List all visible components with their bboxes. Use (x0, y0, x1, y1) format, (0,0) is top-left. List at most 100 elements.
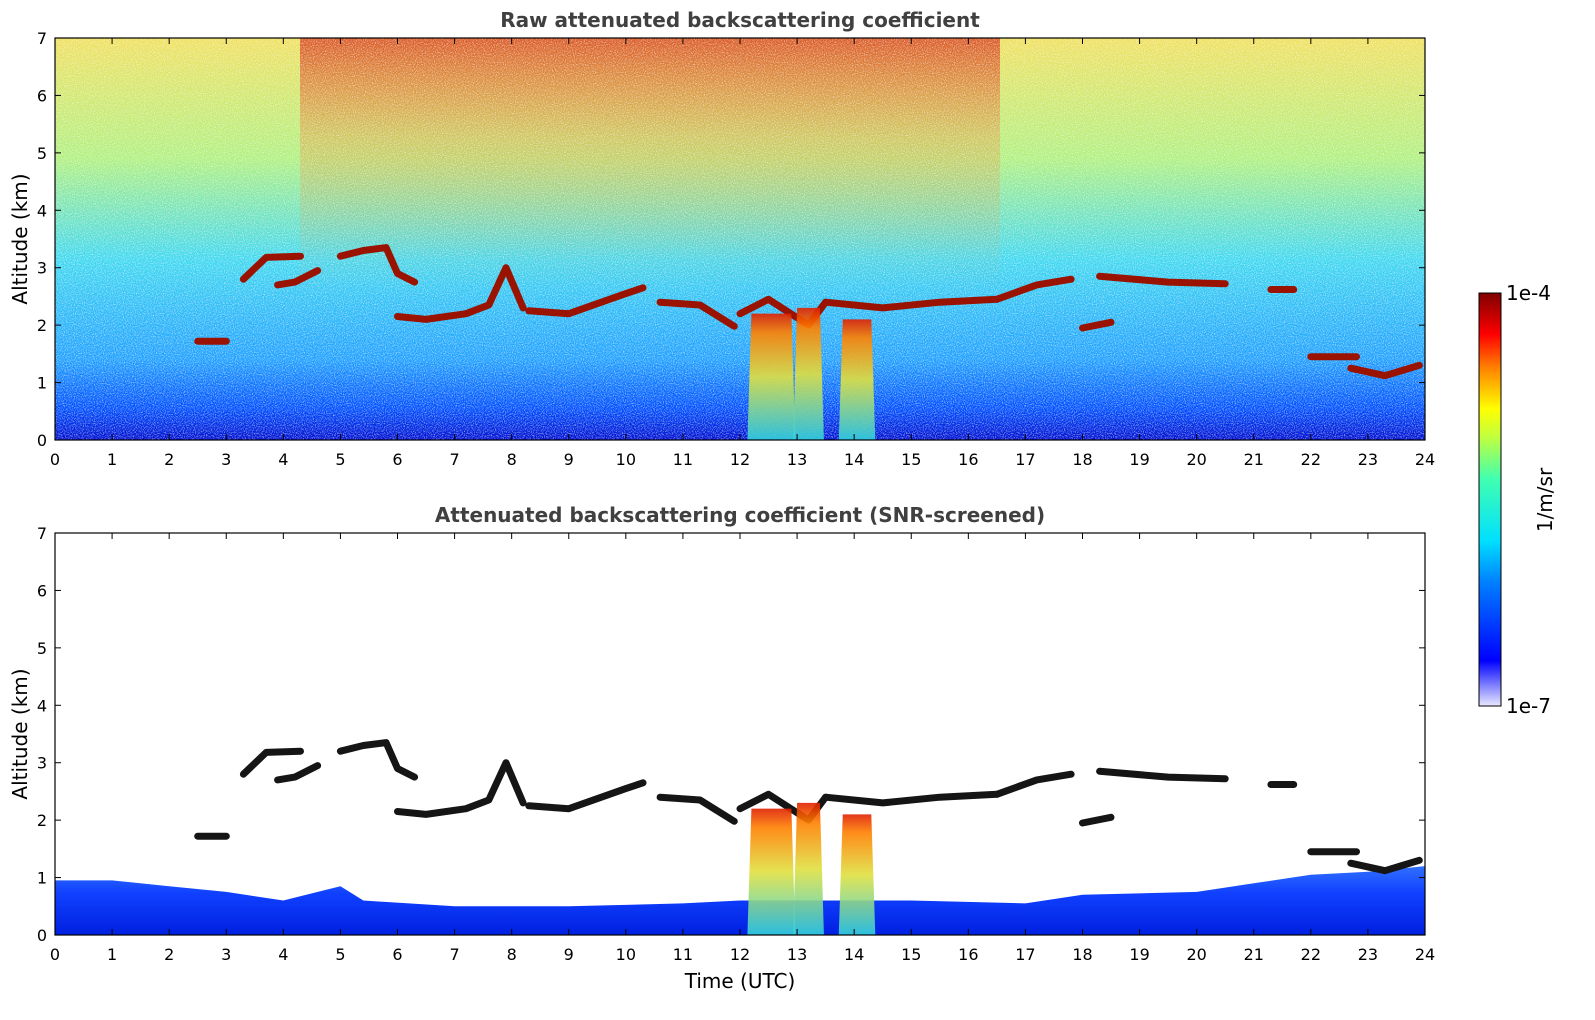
x-tick-label: 8 (507, 945, 517, 964)
precipitation-shaft (793, 802, 824, 935)
x-tick-label: 3 (221, 945, 231, 964)
colorbar-gradient (1478, 292, 1502, 707)
y-tick-label: 1 (37, 869, 47, 888)
x-tick-label: 12 (730, 450, 750, 469)
cloud-layer (525, 284, 647, 318)
x-tick-label: 21 (1244, 450, 1264, 469)
cloud-layer (822, 790, 1001, 807)
x-tick-label: 16 (958, 450, 978, 469)
x-tick-label: 6 (392, 945, 402, 964)
y-axis-label: Altitude (km) (8, 668, 32, 799)
cloud-layer (1096, 272, 1229, 288)
x-axis: 0 1 2 3 4 5 6 7 8 9 10 11 12 13 14 15 16 17 18 19 20 21 22 23 24 (50, 38, 1435, 469)
precipitation-shaft (747, 808, 796, 935)
x-tick-label: 2 (164, 945, 174, 964)
x-tick-label: 15 (901, 945, 921, 964)
cloud-layer (274, 762, 322, 784)
heatmap-background (55, 533, 1425, 935)
x-tick-label: 22 (1301, 945, 1321, 964)
x-tick-label: 17 (1015, 450, 1035, 469)
cloud-layer (394, 264, 527, 323)
heatmap-area (55, 38, 1425, 440)
cloud-layer (239, 747, 304, 778)
y-tick-label: 4 (37, 696, 47, 715)
x-tick-label: 4 (278, 450, 288, 469)
cloud-layer (336, 739, 419, 781)
x-tick-label: 9 (564, 945, 574, 964)
colorbar-unit-label: 1/m/sr (1533, 467, 1557, 532)
x-tick-label: 1 (107, 945, 117, 964)
y-tick-label: 3 (37, 259, 47, 278)
y-tick-label: 1 (37, 374, 47, 393)
y-axis: 0 1 2 3 4 5 6 7 (37, 524, 1425, 945)
cloud-layer (1347, 361, 1423, 380)
x-tick-label: 13 (787, 450, 807, 469)
cloud-layer (656, 793, 738, 825)
cloud-layer (656, 298, 738, 330)
colorbar-max-label: 1e-4 (1506, 281, 1551, 305)
y-axis: 0 1 2 3 4 5 6 7 (37, 29, 1425, 450)
chart-title: Attenuated backscattering coefficient (S… (435, 503, 1045, 527)
y-tick-label: 2 (37, 316, 47, 335)
heatmap-area (55, 533, 1425, 935)
x-tick-label: 1 (107, 450, 117, 469)
cloud-layer (1096, 767, 1229, 783)
raw-backscatter-panel: Raw attenuated backscattering coefficien… (8, 8, 1435, 469)
boundary-layer (55, 866, 1425, 935)
y-tick-label: 0 (37, 926, 47, 945)
cloud-layer (1079, 813, 1115, 827)
precipitation-shaft (793, 307, 824, 440)
x-tick-label: 10 (616, 450, 636, 469)
x-tick-label: 15 (901, 450, 921, 469)
precipitation-shafts (747, 307, 876, 440)
x-tick-label: 8 (507, 450, 517, 469)
x-tick-label: 3 (221, 450, 231, 469)
cloud-layer (822, 295, 1001, 312)
x-tick-label: 7 (449, 945, 459, 964)
y-tick-label: 7 (37, 29, 47, 48)
x-tick-label: 20 (1186, 450, 1206, 469)
x-tick-label: 18 (1072, 450, 1092, 469)
x-tick-label: 2 (164, 450, 174, 469)
y-tick-label: 6 (37, 86, 47, 105)
cloud-layer (1079, 318, 1115, 332)
x-tick-label: 9 (564, 450, 574, 469)
x-tick-label: 24 (1415, 945, 1435, 964)
y-axis-label: Altitude (km) (8, 173, 32, 304)
x-tick-label: 16 (958, 945, 978, 964)
x-tick-label: 10 (616, 945, 636, 964)
precipitation-shaft (747, 313, 796, 440)
cloud-layer (1347, 856, 1423, 875)
precipitation-shafts (747, 802, 876, 935)
x-tick-label: 20 (1186, 945, 1206, 964)
y-tick-label: 5 (37, 144, 47, 163)
x-tick-label: 0 (50, 450, 60, 469)
precipitation-shaft (838, 814, 876, 935)
x-axis: 0 1 2 3 4 5 6 7 8 9 10 11 12 13 14 15 16 17 18 19 20 21 22 23 24 (50, 533, 1435, 964)
y-tick-label: 0 (37, 431, 47, 450)
cloud-layer (993, 275, 1075, 303)
x-tick-label: 7 (449, 450, 459, 469)
colorbar: 1e-4 1e-7 1/m/sr (1478, 281, 1557, 718)
cloud-layer (525, 779, 647, 813)
y-tick-label: 6 (37, 581, 47, 600)
y-tick-label: 2 (37, 811, 47, 830)
x-tick-label: 11 (673, 945, 693, 964)
x-tick-label: 5 (335, 945, 345, 964)
x-tick-label: 0 (50, 945, 60, 964)
x-tick-label: 6 (392, 450, 402, 469)
screened-backscatter-panel: Attenuated backscattering coefficient (S… (8, 503, 1435, 993)
precipitation-shaft (838, 319, 876, 440)
cloud-layers (194, 739, 1423, 875)
y-tick-label: 3 (37, 754, 47, 773)
heatmap-noise (55, 38, 1425, 440)
cloud-layer (336, 244, 419, 286)
x-axis-label: Time (UTC) (684, 969, 796, 993)
y-tick-label: 7 (37, 524, 47, 543)
x-tick-label: 24 (1415, 450, 1435, 469)
x-tick-label: 22 (1301, 450, 1321, 469)
cloud-layer (274, 267, 322, 289)
x-tick-label: 13 (787, 945, 807, 964)
cloud-layer (394, 759, 527, 818)
